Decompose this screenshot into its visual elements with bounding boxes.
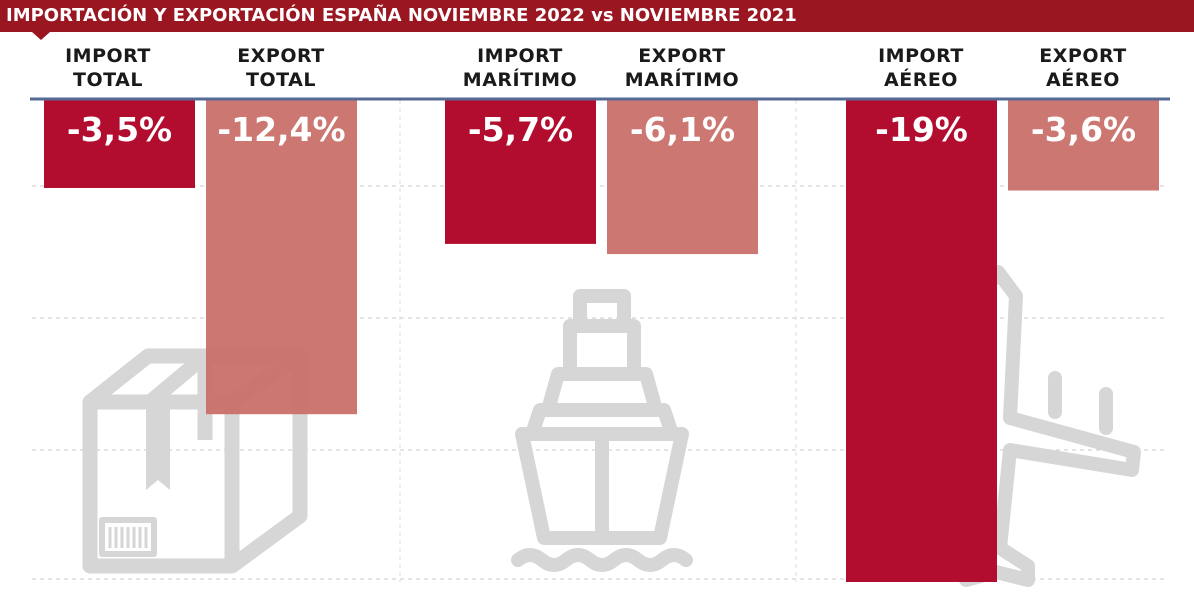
value-label-import-total: -3,5% <box>67 110 172 149</box>
title-bar: IMPORTACIÓN Y EXPORTACIÓN ESPAÑA NOVIEMB… <box>0 0 1194 32</box>
value-label-import-aereo: -19% <box>875 110 968 149</box>
chart-title: IMPORTACIÓN Y EXPORTACIÓN ESPAÑA NOVIEMB… <box>6 5 797 26</box>
bar-import-total <box>44 99 195 188</box>
category-label-export-total: EXPORT TOTAL <box>196 44 366 92</box>
category-label-line1: EXPORT <box>1039 45 1127 67</box>
category-label-line2: TOTAL <box>246 69 316 91</box>
value-label-export-total: -12,4% <box>217 110 345 149</box>
category-label-line2: MARÍTIMO <box>462 69 578 91</box>
value-label-import-maritimo: -5,7% <box>468 110 573 149</box>
category-label-line1: IMPORT <box>878 45 964 67</box>
category-label-line1: IMPORT <box>65 45 151 67</box>
category-label-line2: AÉREO <box>884 69 958 91</box>
ship-icon <box>511 289 693 572</box>
category-label-export-aereo: EXPORT AÉREO <box>998 44 1168 92</box>
bar-export-maritimo <box>607 99 758 255</box>
title-tab-pointer <box>32 32 50 40</box>
category-label-line2: MARÍTIMO <box>624 69 740 91</box>
category-label-import-aereo: IMPORT AÉREO <box>836 44 1006 92</box>
box-tape-icon <box>146 400 170 490</box>
category-label-line1: IMPORT <box>477 45 563 67</box>
bar-import-aereo <box>846 99 997 582</box>
category-label-export-maritimo: EXPORT MARÍTIMO <box>597 44 767 92</box>
value-label-export-maritimo: -6,1% <box>630 110 735 149</box>
category-label-line2: AÉREO <box>1046 69 1120 91</box>
bar-export-aereo <box>1008 99 1159 191</box>
category-label-line1: EXPORT <box>237 45 325 67</box>
bar-import-maritimo <box>445 99 596 244</box>
category-label-import-maritimo: IMPORT MARÍTIMO <box>435 44 605 92</box>
category-label-line2: TOTAL <box>73 69 143 91</box>
bar-export-total <box>206 99 357 415</box>
category-label-import-total: IMPORT TOTAL <box>23 44 193 92</box>
category-label-line1: EXPORT <box>638 45 726 67</box>
value-label-export-aereo: -3,6% <box>1031 110 1136 149</box>
